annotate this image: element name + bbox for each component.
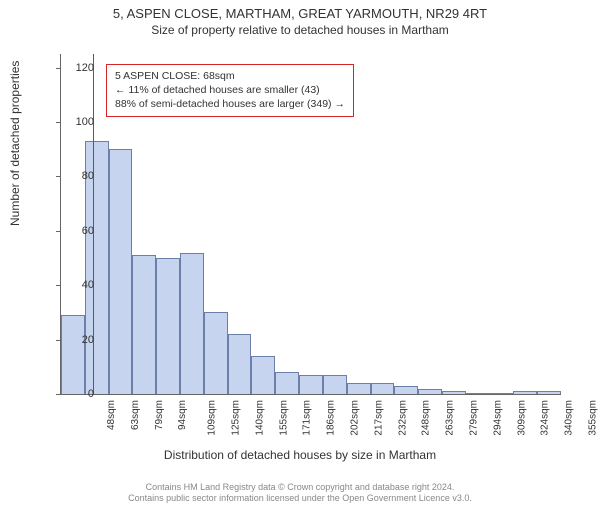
xtick-label: 324sqm [540, 400, 551, 436]
xtick-label: 63sqm [130, 400, 141, 430]
xtick-label: 48sqm [106, 400, 117, 430]
xtick-label: 125sqm [231, 400, 242, 436]
xtick-label: 279sqm [469, 400, 480, 436]
xtick-label: 263sqm [445, 400, 456, 436]
xtick-label: 155sqm [278, 400, 289, 436]
xtick-label: 248sqm [421, 400, 432, 436]
xtick-label: 186sqm [326, 400, 337, 436]
footer-line-1: Contains HM Land Registry data © Crown c… [0, 482, 600, 493]
chart-area: 48sqm63sqm79sqm94sqm109sqm125sqm140sqm15… [60, 54, 560, 394]
xtick-label: 171sqm [302, 400, 313, 436]
xtick-label: 232sqm [397, 400, 408, 436]
ytick-label: 60 [54, 225, 94, 237]
histogram-bar [394, 386, 418, 394]
ytick-label: 20 [54, 334, 94, 346]
histogram-bar [228, 334, 252, 394]
histogram-bar [513, 391, 537, 394]
xtick-label: 94sqm [177, 400, 188, 430]
histogram-bar [466, 393, 490, 394]
chart-subtitle: Size of property relative to detached ho… [0, 23, 600, 37]
xtick-label: 79sqm [154, 400, 165, 430]
histogram-bar [132, 255, 156, 394]
ytick-label: 120 [54, 62, 94, 74]
xtick-label: 309sqm [516, 400, 527, 436]
histogram-bar [204, 312, 228, 394]
ytick-label: 0 [54, 388, 94, 400]
xtick-label: 140sqm [254, 400, 265, 436]
plot-region: 48sqm63sqm79sqm94sqm109sqm125sqm140sqm15… [60, 54, 561, 395]
xtick-label: 202sqm [350, 400, 361, 436]
histogram-bar [537, 391, 561, 394]
histogram-bar [180, 253, 204, 394]
y-axis-label: Number of detached properties [8, 61, 22, 226]
ytick-label: 100 [54, 116, 94, 128]
xtick-label: 355sqm [588, 400, 599, 436]
histogram-bar [61, 315, 85, 394]
chart-footer: Contains HM Land Registry data © Crown c… [0, 482, 600, 505]
xtick-label: 294sqm [492, 400, 503, 436]
annotation-line: 5 ASPEN CLOSE: 68sqm [115, 69, 345, 83]
histogram-bar [490, 393, 514, 394]
histogram-bar [418, 389, 442, 394]
ytick-label: 40 [54, 279, 94, 291]
chart-title: 5, ASPEN CLOSE, MARTHAM, GREAT YARMOUTH,… [0, 6, 600, 21]
histogram-bar [156, 258, 180, 394]
histogram-bar [442, 391, 466, 394]
histogram-bar [323, 375, 347, 394]
annotation-box: 5 ASPEN CLOSE: 68sqm← 11% of detached ho… [106, 64, 354, 117]
xtick-label: 217sqm [373, 400, 384, 436]
histogram-bar [275, 372, 299, 394]
xtick-label: 109sqm [207, 400, 218, 436]
xtick-label: 340sqm [564, 400, 575, 436]
ytick-label: 80 [54, 170, 94, 182]
histogram-bar [371, 383, 395, 394]
histogram-bar [251, 356, 275, 394]
footer-line-2: Contains public sector information licen… [0, 493, 600, 504]
annotation-line: ← 11% of detached houses are smaller (43… [115, 83, 345, 97]
histogram-bar [347, 383, 371, 394]
histogram-bar [109, 149, 133, 394]
histogram-bar [299, 375, 323, 394]
annotation-line: 88% of semi-detached houses are larger (… [115, 97, 345, 111]
x-axis-label: Distribution of detached houses by size … [0, 448, 600, 462]
